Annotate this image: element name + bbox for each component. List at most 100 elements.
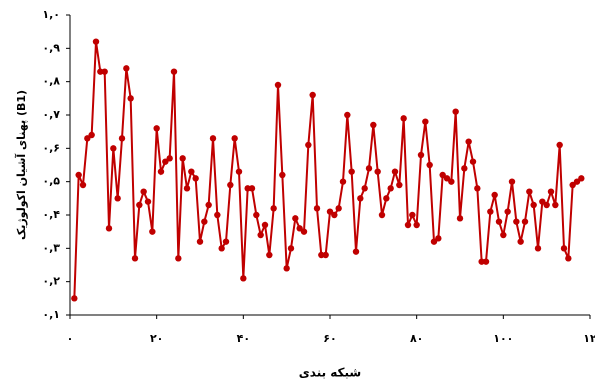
data-point <box>474 185 481 192</box>
data-point <box>357 195 364 202</box>
data-point <box>136 201 143 209</box>
data-point <box>361 185 368 192</box>
data-point <box>387 185 394 192</box>
data-point <box>231 135 238 142</box>
data-point <box>335 205 342 212</box>
data-point <box>339 178 347 185</box>
data-point <box>170 68 178 75</box>
data-point <box>543 201 550 209</box>
data-point <box>365 165 373 172</box>
data-point <box>75 171 82 179</box>
data-point <box>127 95 134 102</box>
data-point <box>413 221 420 229</box>
data-point <box>552 201 559 209</box>
data-point <box>105 225 113 232</box>
data-point <box>296 225 303 232</box>
series-line <box>73 41 582 299</box>
y-tick-label: ۰,۴ <box>42 208 60 221</box>
data-point <box>439 171 446 179</box>
data-point <box>218 245 225 252</box>
data-point <box>274 81 282 89</box>
data-point <box>71 295 78 302</box>
data-point <box>495 218 503 225</box>
data-point <box>279 171 286 179</box>
data-point <box>179 155 186 162</box>
data-point <box>482 258 490 265</box>
x-tick-label: ۶۰ <box>323 332 336 345</box>
data-point <box>348 168 355 175</box>
data-point <box>79 181 87 189</box>
y-tick-label: ۰,۷ <box>42 108 60 121</box>
data-point <box>123 65 130 72</box>
data-point <box>569 181 576 189</box>
data-point <box>344 111 351 119</box>
data-point <box>469 158 477 165</box>
data-point <box>573 178 581 185</box>
data-point <box>430 238 438 245</box>
x-tick-label: ۲۰ <box>150 332 163 345</box>
data-point <box>92 38 100 45</box>
data-point <box>456 215 464 222</box>
data-point <box>383 195 390 202</box>
data-point <box>248 185 256 192</box>
data-point <box>201 218 208 225</box>
data-point <box>131 255 139 262</box>
data-point <box>305 141 312 149</box>
data-point <box>257 231 264 239</box>
data-point <box>526 188 533 195</box>
data-point <box>222 238 230 245</box>
data-point <box>517 238 524 245</box>
y-tick-label: ۰,۹ <box>42 41 60 54</box>
data-point <box>118 135 126 142</box>
data-point <box>270 205 277 212</box>
data-point <box>422 118 429 125</box>
data-point <box>400 115 407 122</box>
data-point <box>175 255 182 262</box>
y-tick-label: ۰,۱ <box>42 308 60 321</box>
data-point <box>534 245 542 252</box>
data-point <box>513 218 520 225</box>
data-point <box>326 208 334 215</box>
data-point <box>214 211 221 219</box>
data-point <box>374 168 381 175</box>
data-point <box>157 168 165 175</box>
data-point <box>292 215 299 222</box>
data-point <box>404 221 412 229</box>
x-tick-label: ۰ <box>67 332 74 345</box>
data-point <box>84 135 91 142</box>
data-point <box>491 191 498 199</box>
data-point <box>426 161 433 169</box>
x-axis-title: شبکه بندی <box>299 366 361 380</box>
data-point <box>266 251 273 259</box>
data-point <box>508 178 516 185</box>
data-point <box>153 125 160 132</box>
data-point <box>417 151 425 159</box>
data-point <box>452 108 459 115</box>
data-point <box>235 168 243 175</box>
data-point <box>391 168 399 175</box>
data-point <box>227 181 234 189</box>
data-point <box>183 185 191 192</box>
data-point <box>504 208 511 215</box>
data-point <box>88 131 95 139</box>
data-point <box>578 175 585 182</box>
data-point <box>352 248 360 255</box>
data-point <box>396 181 403 189</box>
x-tick-label: ۱۰۰ <box>493 332 513 345</box>
x-tick-label: ۴۰ <box>237 332 250 345</box>
data-point <box>547 188 555 195</box>
data-point <box>114 195 121 202</box>
y-tick-label: ۰,۶ <box>42 141 60 154</box>
data-point <box>287 245 295 252</box>
data-point <box>565 255 572 262</box>
data-point <box>188 168 195 175</box>
data-point <box>162 158 169 165</box>
data-point <box>461 165 468 172</box>
y-tick-label: ۰,۲ <box>42 275 60 288</box>
y-tick-label: ۰,۳ <box>42 241 60 254</box>
data-point <box>205 201 212 209</box>
y-tick-label: ۰,۵ <box>42 175 60 188</box>
data-point <box>110 145 117 152</box>
data-point <box>149 228 156 235</box>
